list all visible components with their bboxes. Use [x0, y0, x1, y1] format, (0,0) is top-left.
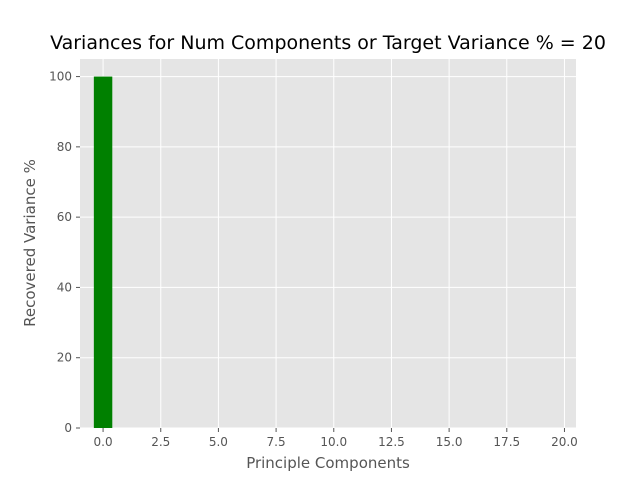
y-tick-label: 100 [49, 70, 72, 84]
y-tick-label: 20 [57, 351, 72, 365]
x-axis-ticks: 0.0 2.5 5.0 7.5 10.0 12.5 15.0 17.5 20.0 [94, 428, 578, 449]
x-tick-label: 5.0 [209, 435, 228, 449]
x-axis-label: Principle Components [246, 454, 410, 472]
x-tick-label: 2.5 [151, 435, 170, 449]
x-tick-label: 12.5 [378, 435, 405, 449]
y-tick-label: 0 [64, 421, 72, 435]
x-tick-label: 7.5 [267, 435, 286, 449]
y-tick-label: 80 [57, 140, 72, 154]
plot-area [80, 59, 576, 428]
y-tick-label: 60 [57, 210, 72, 224]
x-tick-label: 0.0 [94, 435, 113, 449]
bars [93, 76, 113, 429]
y-axis-ticks: 0 20 40 60 80 100 [49, 70, 80, 435]
x-tick-label: 15.0 [436, 435, 463, 449]
y-tick-label: 40 [57, 280, 72, 294]
x-tick-label: 17.5 [493, 435, 520, 449]
x-tick-label: 10.0 [320, 435, 347, 449]
y-axis-label: Recovered Variance % [21, 159, 39, 327]
bar [93, 76, 113, 429]
x-tick-label: 20.0 [551, 435, 578, 449]
chart-title: Variances for Num Components or Target V… [50, 32, 606, 54]
grid-lines [80, 59, 576, 429]
